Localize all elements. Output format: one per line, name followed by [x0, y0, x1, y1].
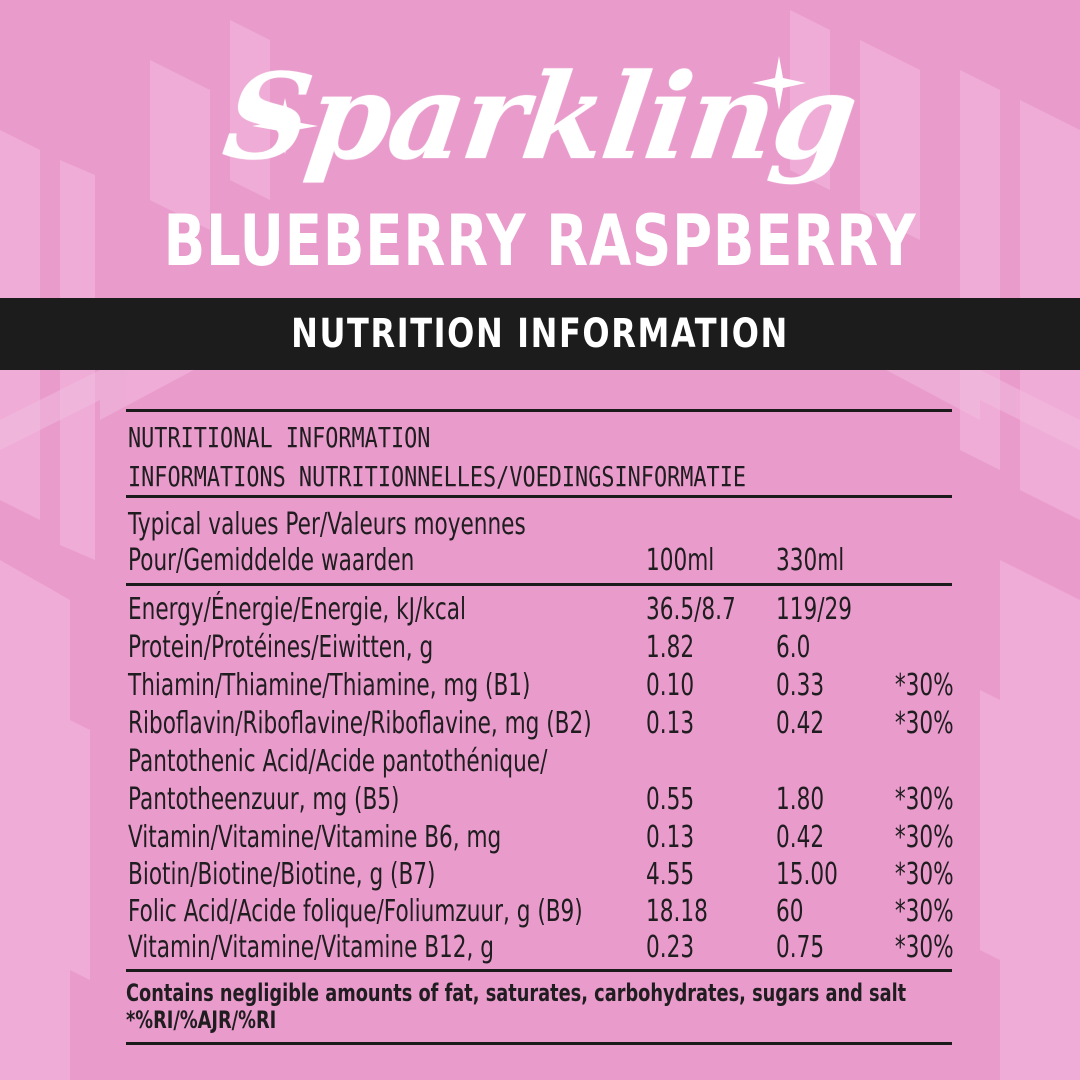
- table-top-rule: [126, 409, 952, 412]
- row-label: Vitamin/Vitamine/Vitamine B6, mg: [128, 820, 502, 855]
- row-reference-intake: *30%: [895, 782, 954, 817]
- row-value-100ml: 1.82: [646, 630, 695, 665]
- row-value-330ml: 119/29: [776, 592, 852, 627]
- row-value-100ml: 0.13: [646, 820, 695, 855]
- typical-values-line-2: Pour/Gemiddelde waarden: [128, 543, 415, 578]
- row-value-330ml: 0.42: [776, 820, 825, 855]
- row-label: Folic Acid/Acide folique/Foliumzuur, g (…: [128, 894, 583, 929]
- banner: NUTRITION INFORMATION: [0, 298, 1080, 370]
- row-reference-intake: *30%: [895, 930, 954, 965]
- table-heading-fr-nl: INFORMATIONS NUTRITIONNELLES/VOEDINGSINF…: [128, 460, 747, 493]
- footnote-negligible: Contains negligible amounts of fat, satu…: [126, 979, 907, 1007]
- row-value-100ml: 36.5/8.7: [646, 592, 736, 627]
- row-label: Riboflavin/Riboflavine/Riboflavine, mg (…: [128, 706, 592, 741]
- column-header-100ml: 100ml: [646, 543, 715, 578]
- flavor-name: BLUEBERRY RASPBERRY: [163, 200, 917, 282]
- table-bottom-rule: [126, 1042, 952, 1045]
- row-value-330ml: 0.33: [776, 668, 825, 703]
- table-heading-english: NUTRITIONAL INFORMATION: [128, 421, 431, 454]
- sparkle-left-icon: [252, 98, 318, 154]
- row-value-100ml: 0.23: [646, 930, 695, 965]
- footnote-reference-intake: *%RI/%AJR/%RI: [126, 1006, 277, 1034]
- row-label: Energy/Énergie/Energie, kJ/kcal: [128, 592, 466, 627]
- row-label: Biotin/Biotine/Biotine, g (B7): [128, 857, 436, 892]
- row-value-100ml: 0.55: [646, 782, 695, 817]
- table-columns-rule: [126, 583, 952, 586]
- column-header-330ml: 330ml: [776, 543, 845, 578]
- row-reference-intake: *30%: [895, 894, 954, 929]
- table-heading-rule: [126, 495, 952, 498]
- row-reference-intake: *30%: [895, 706, 954, 741]
- row-value-330ml: 6.0: [776, 630, 811, 665]
- row-value-100ml: 18.18: [646, 894, 708, 929]
- row-value-330ml: 0.75: [776, 930, 825, 965]
- row-label-line-1: Pantothenic Acid/Acide pantothénique/: [128, 744, 548, 779]
- sparkle-right-icon: [752, 56, 806, 110]
- brand-name: Sparkling: [216, 47, 864, 186]
- banner-title: NUTRITION INFORMATION: [291, 311, 789, 357]
- row-label: Pantotheenzuur, mg (B5): [128, 782, 400, 817]
- row-value-330ml: 1.80: [776, 782, 825, 817]
- row-label: Vitamin/Vitamine/Vitamine B12, g: [128, 930, 494, 965]
- row-value-100ml: 4.55: [646, 857, 695, 892]
- row-value-330ml: 0.42: [776, 706, 825, 741]
- row-value-330ml: 60: [776, 894, 804, 929]
- row-reference-intake: *30%: [895, 820, 954, 855]
- row-value-100ml: 0.10: [646, 668, 695, 703]
- row-value-100ml: 0.13: [646, 706, 695, 741]
- table-rows-rule: [126, 969, 952, 972]
- row-value-330ml: 15.00: [776, 857, 838, 892]
- row-reference-intake: *30%: [895, 668, 954, 703]
- typical-values-line-1: Typical values Per/Valeurs moyennes: [128, 507, 526, 542]
- row-label: Thiamin/Thiamine/Thiamine, mg (B1): [128, 668, 531, 703]
- row-reference-intake: *30%: [895, 857, 954, 892]
- row-label: Protein/Protéines/Eiwitten, g: [128, 630, 434, 665]
